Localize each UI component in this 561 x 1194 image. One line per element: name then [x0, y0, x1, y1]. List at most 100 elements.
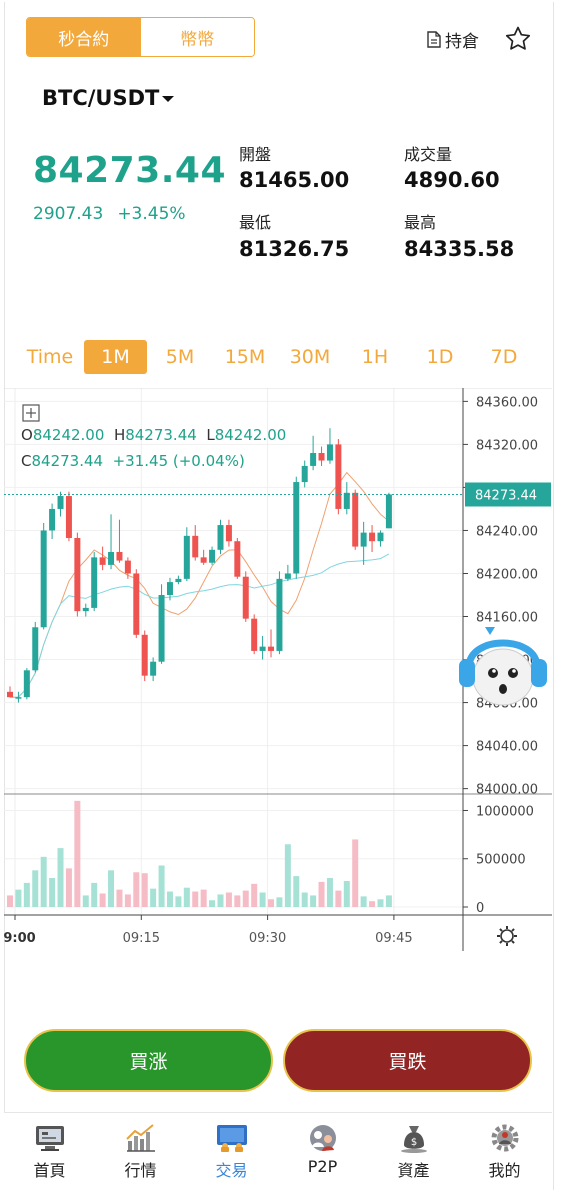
- candle-body: [74, 537, 81, 612]
- volume-tick-label: 1000000: [476, 804, 534, 819]
- nav-item-trade[interactable]: 交易: [186, 1113, 277, 1191]
- candle-body: [293, 482, 300, 574]
- volume-bar: [251, 883, 258, 907]
- volume-bar: [276, 897, 283, 907]
- price-tick-label: 84040.00: [476, 740, 538, 755]
- candle-body: [251, 618, 258, 651]
- price-tick-label: 84320.00: [476, 438, 538, 453]
- candle-body: [133, 573, 140, 635]
- ma-long-line: [10, 553, 390, 698]
- period-tab[interactable]: Time: [26, 346, 74, 368]
- kline-chart[interactable]: 84360.0084320.0084280.0084240.0084200.00…: [0, 387, 552, 963]
- volume-bar: [293, 876, 300, 907]
- monitor-icon: [36, 1126, 64, 1151]
- nav-item-assets[interactable]: $ 資產: [368, 1113, 459, 1191]
- volume-bar: [310, 895, 317, 907]
- candle-body: [65, 496, 72, 538]
- time-tick-label: 09:15: [123, 931, 160, 946]
- candle-body: [7, 691, 13, 698]
- candle-body: [242, 576, 249, 619]
- candle-body: [369, 532, 376, 542]
- volume-bar: [183, 887, 190, 907]
- period-tab[interactable]: 30M: [289, 346, 331, 368]
- volume-bar: [192, 891, 199, 907]
- nav-item-me[interactable]: 我的: [459, 1113, 550, 1191]
- price-tick-label: 84000.00: [476, 783, 538, 798]
- nav-label: 行情: [124, 1161, 157, 1180]
- candle-body: [23, 670, 30, 698]
- period-tab[interactable]: 7D: [490, 346, 518, 368]
- chart-settings-icon[interactable]: [497, 926, 517, 946]
- volume-bar: [65, 868, 72, 907]
- pair-selector[interactable]: BTC/USDT: [42, 86, 175, 110]
- candle-body: [108, 551, 115, 565]
- candle-body: [385, 494, 392, 529]
- volume-bar: [259, 892, 266, 907]
- volume-bar: [15, 889, 22, 907]
- volume-bar: [242, 890, 249, 907]
- ohlc-line-2: C84273.44 +31.45 (+0.04%): [21, 452, 245, 470]
- last-price-tag: [465, 482, 551, 507]
- low-label: 最低: [239, 213, 272, 232]
- price-tick-label: 84200.00: [476, 567, 538, 582]
- candle-body: [183, 535, 190, 579]
- document-icon: [427, 31, 441, 48]
- nav-item-p2p[interactable]: P2P: [277, 1113, 368, 1191]
- volume-bar: [150, 888, 157, 907]
- volume-bar: [116, 889, 123, 907]
- candle-body: [57, 496, 64, 509]
- star-icon[interactable]: [505, 26, 531, 51]
- buy-down-button[interactable]: 買跌: [283, 1029, 532, 1092]
- holdings-label: 持倉: [445, 32, 479, 52]
- buy-up-button[interactable]: 買涨: [24, 1029, 273, 1092]
- time-tick-label: 09:30: [249, 931, 286, 946]
- nav-item-market[interactable]: 行情: [95, 1113, 186, 1191]
- candle-body: [158, 595, 165, 662]
- holdings-button[interactable]: 持倉: [427, 27, 479, 52]
- volume-bar: [225, 892, 232, 907]
- crosshair-toggle-icon[interactable]: [22, 404, 40, 422]
- volume-bar: [74, 800, 81, 907]
- volume-bar: [268, 899, 275, 907]
- candle-body: [175, 578, 182, 583]
- nav-label: 我的: [488, 1161, 521, 1180]
- volume-bar: [82, 895, 89, 907]
- nav-item-home[interactable]: 首頁: [4, 1113, 95, 1191]
- volume-bar: [166, 891, 173, 907]
- svg-text:$: $: [411, 1137, 417, 1148]
- candle-body: [166, 582, 173, 595]
- candle-body: [192, 535, 199, 558]
- volume-bar: [175, 896, 182, 907]
- ohlc-line-1: O84242.00 H84273.44 L84242.00: [21, 426, 287, 444]
- tab-contract[interactable]: 秒合約: [27, 18, 141, 56]
- kline-svg[interactable]: 84360.0084320.0084280.0084240.0084200.00…: [0, 387, 552, 963]
- period-tab[interactable]: 15M: [224, 346, 266, 368]
- candle-body: [116, 551, 123, 561]
- candle-body: [99, 557, 106, 565]
- gear-person-icon: [491, 1124, 519, 1152]
- candle-body: [276, 578, 283, 651]
- volume-bar: [234, 895, 241, 907]
- period-tab[interactable]: 1H: [361, 346, 389, 368]
- period-tab[interactable]: 1D: [426, 346, 454, 368]
- candle-body: [209, 549, 216, 563]
- time-tick-label: 09:00: [4, 931, 36, 946]
- volume-bar: [343, 880, 350, 907]
- nav-label: 首頁: [33, 1161, 66, 1180]
- volume-bar: [99, 893, 106, 907]
- high-label: 最高: [404, 213, 437, 232]
- time-tick-label: 09:45: [375, 931, 412, 946]
- volume-bar: [385, 895, 392, 907]
- volume-bar: [108, 870, 115, 907]
- tab-coin[interactable]: 幣幣: [140, 18, 254, 56]
- customer-service-icon[interactable]: [455, 615, 551, 711]
- candle-body: [15, 697, 22, 699]
- period-tab[interactable]: 5M: [165, 346, 195, 368]
- candle-body: [49, 508, 56, 531]
- volume-bar: [158, 865, 165, 907]
- period-tab-active[interactable]: 1M: [84, 340, 147, 374]
- open-label: 開盤: [239, 145, 272, 164]
- price-tick-label: 84160.00: [476, 611, 538, 626]
- price-change: 2907.43 +3.45%: [33, 204, 200, 224]
- trade-icon: [217, 1125, 247, 1152]
